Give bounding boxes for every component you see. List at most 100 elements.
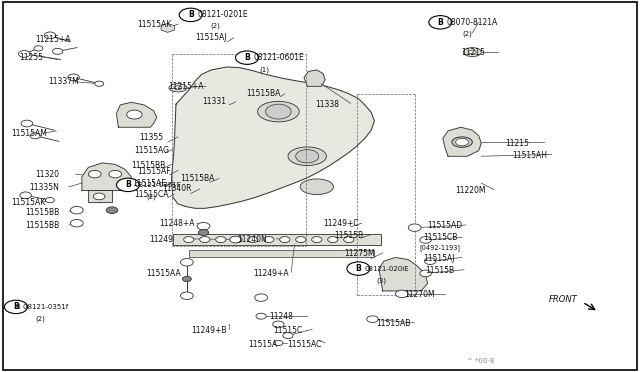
Circle shape bbox=[44, 32, 56, 39]
Text: FRONT: FRONT bbox=[549, 295, 578, 304]
Text: 11248: 11248 bbox=[269, 312, 292, 321]
Text: 11335N: 11335N bbox=[29, 183, 59, 192]
Circle shape bbox=[328, 237, 338, 243]
Circle shape bbox=[106, 207, 118, 214]
Text: 11331: 11331 bbox=[202, 97, 227, 106]
Circle shape bbox=[200, 237, 210, 243]
Text: 11515BB: 11515BB bbox=[26, 208, 60, 217]
Circle shape bbox=[198, 230, 209, 235]
Text: (2): (2) bbox=[462, 31, 472, 38]
Text: 11515AB: 11515AB bbox=[376, 319, 411, 328]
Circle shape bbox=[456, 138, 468, 146]
Text: 11338: 11338 bbox=[315, 100, 339, 109]
Text: 11515BA: 11515BA bbox=[246, 89, 281, 98]
Polygon shape bbox=[116, 102, 157, 127]
Text: 11515AD: 11515AD bbox=[428, 221, 463, 230]
Circle shape bbox=[396, 290, 408, 298]
Polygon shape bbox=[379, 257, 428, 291]
Text: 11515CA: 11515CA bbox=[134, 190, 169, 199]
Circle shape bbox=[116, 178, 140, 192]
Polygon shape bbox=[304, 70, 325, 86]
Text: 11215+A: 11215+A bbox=[168, 82, 204, 91]
Ellipse shape bbox=[463, 48, 481, 57]
Text: 11220M: 11220M bbox=[456, 186, 486, 195]
Circle shape bbox=[296, 150, 319, 163]
Text: 11515BB: 11515BB bbox=[131, 161, 166, 170]
Text: 11270M: 11270M bbox=[404, 290, 435, 299]
Text: 11515AC: 11515AC bbox=[287, 340, 321, 349]
Circle shape bbox=[70, 206, 83, 214]
Circle shape bbox=[347, 262, 370, 275]
Circle shape bbox=[255, 294, 268, 301]
Circle shape bbox=[88, 170, 101, 178]
Text: 11249+A: 11249+A bbox=[253, 269, 289, 278]
Circle shape bbox=[182, 276, 191, 282]
Text: (2): (2) bbox=[210, 23, 220, 29]
Text: 11515AJ: 11515AJ bbox=[424, 254, 455, 263]
Text: (2): (2) bbox=[146, 194, 156, 201]
Polygon shape bbox=[443, 127, 481, 156]
Circle shape bbox=[4, 300, 28, 314]
Text: 11249+C: 11249+C bbox=[323, 219, 359, 228]
Text: ^ *00·8: ^ *00·8 bbox=[467, 358, 495, 364]
Text: 08121-020iE: 08121-020iE bbox=[365, 266, 410, 272]
Text: B: B bbox=[13, 302, 19, 311]
Text: B 08121-0351f: B 08121-0351f bbox=[16, 304, 68, 310]
Text: 11515B: 11515B bbox=[426, 266, 455, 275]
Bar bbox=[173, 234, 381, 245]
Circle shape bbox=[180, 292, 193, 299]
Circle shape bbox=[248, 237, 258, 243]
Text: 11355: 11355 bbox=[140, 133, 164, 142]
Circle shape bbox=[184, 237, 194, 243]
Text: 11515BB: 11515BB bbox=[26, 221, 60, 230]
Text: 11515AJ: 11515AJ bbox=[195, 33, 227, 42]
Circle shape bbox=[216, 237, 226, 243]
Circle shape bbox=[312, 237, 322, 243]
Circle shape bbox=[45, 198, 54, 203]
Text: 11515AK: 11515AK bbox=[12, 198, 46, 207]
Text: 08070-8121A: 08070-8121A bbox=[447, 18, 498, 27]
Text: B: B bbox=[188, 10, 193, 19]
Text: 11275M: 11275M bbox=[344, 249, 375, 258]
Circle shape bbox=[19, 51, 30, 57]
Text: 11515AG: 11515AG bbox=[134, 146, 170, 155]
Circle shape bbox=[256, 313, 266, 319]
Ellipse shape bbox=[452, 137, 472, 147]
Text: 11249: 11249 bbox=[149, 235, 173, 244]
Ellipse shape bbox=[300, 179, 333, 195]
Text: 11515A: 11515A bbox=[248, 340, 278, 349]
Text: 11515C: 11515C bbox=[273, 326, 303, 335]
Circle shape bbox=[20, 192, 31, 199]
Circle shape bbox=[232, 237, 242, 243]
Text: 11240N: 11240N bbox=[237, 235, 267, 244]
Text: (1): (1) bbox=[260, 67, 270, 73]
Circle shape bbox=[52, 48, 63, 54]
Circle shape bbox=[296, 237, 306, 243]
Text: 11215+A: 11215+A bbox=[35, 35, 70, 44]
Polygon shape bbox=[88, 190, 112, 202]
Ellipse shape bbox=[257, 102, 300, 122]
Text: 11249+B: 11249+B bbox=[191, 326, 226, 335]
Polygon shape bbox=[161, 23, 174, 32]
Circle shape bbox=[283, 333, 293, 339]
Circle shape bbox=[230, 236, 241, 243]
Circle shape bbox=[70, 219, 83, 227]
Ellipse shape bbox=[288, 147, 326, 166]
Text: 11320: 11320 bbox=[35, 170, 60, 179]
Text: 11215: 11215 bbox=[461, 48, 484, 57]
Text: 08121-0201E: 08121-0201E bbox=[197, 10, 248, 19]
Text: 11248+A: 11248+A bbox=[159, 219, 194, 228]
Circle shape bbox=[127, 110, 142, 119]
Circle shape bbox=[21, 120, 33, 127]
Polygon shape bbox=[82, 163, 133, 190]
Circle shape bbox=[424, 258, 436, 264]
Text: 11515AA: 11515AA bbox=[146, 269, 180, 278]
Text: 08121-0351F: 08121-0351F bbox=[134, 182, 181, 188]
Text: (2): (2) bbox=[35, 315, 45, 322]
Ellipse shape bbox=[174, 86, 182, 90]
Text: [0492-1193]: [0492-1193] bbox=[419, 244, 460, 251]
Ellipse shape bbox=[468, 50, 476, 54]
Circle shape bbox=[344, 237, 354, 243]
Circle shape bbox=[429, 16, 452, 29]
Circle shape bbox=[273, 321, 284, 328]
